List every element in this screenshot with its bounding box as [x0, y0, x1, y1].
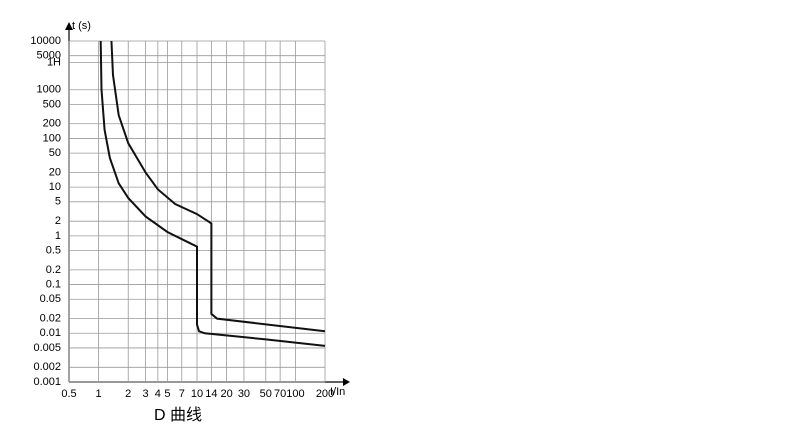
x-tick-label: 70: [274, 388, 286, 400]
y-tick-label: 1H: [47, 57, 61, 69]
x-tick-label: 50: [260, 388, 272, 400]
y-tick-label: 5000: [37, 50, 61, 62]
x-tick-label: 1: [96, 388, 102, 400]
chart-title: D 曲线: [154, 406, 202, 424]
y-tick-label: 20: [49, 166, 61, 178]
x-tick-label: 5: [164, 388, 170, 400]
x-tick-label: 0.5: [61, 388, 76, 400]
y-tick-label: 100: [43, 132, 61, 144]
curve: [99, 40, 326, 347]
x-tick-label: 200: [316, 388, 334, 400]
x-tick-label: 7: [179, 388, 185, 400]
y-tick-label: 0.002: [33, 361, 61, 373]
x-tick-label: 20: [220, 388, 232, 400]
y-tick-label: 10: [49, 181, 61, 193]
x-axis-label: I/In: [330, 386, 345, 398]
x-tick-label: 100: [286, 388, 304, 400]
x-tick-label: 30: [238, 388, 250, 400]
y-tick-label: 1: [55, 230, 61, 242]
y-tick-label: 1000: [37, 84, 61, 96]
y-tick-label: 0.02: [40, 313, 61, 325]
y-tick-label: 2: [55, 215, 61, 227]
y-tick-label: 0.5: [46, 244, 61, 256]
y-tick-label: 0.005: [33, 342, 61, 354]
y-tick-label: 50: [49, 147, 61, 159]
x-arrow: [343, 378, 350, 386]
y-tick-label: 0.2: [46, 264, 61, 276]
y-arrow: [65, 22, 73, 30]
x-tick-label: 10: [191, 388, 203, 400]
curve: [110, 40, 326, 333]
x-tick-label: 2: [125, 388, 131, 400]
y-tick-label: 200: [43, 118, 61, 130]
x-tick-label: 14: [205, 388, 217, 400]
x-tick-label: 4: [155, 388, 161, 400]
y-tick-label: 0.1: [46, 278, 61, 290]
x-tick-label: 3: [142, 388, 148, 400]
y-tick-label: 0.05: [40, 293, 61, 305]
y-tick-label: 10000: [30, 35, 61, 47]
y-axis-label: t (s): [72, 20, 91, 32]
y-tick-label: 0.001: [33, 376, 61, 388]
y-tick-label: 5: [55, 196, 61, 208]
y-tick-label: 500: [43, 98, 61, 110]
y-tick-label: 0.01: [40, 327, 61, 339]
